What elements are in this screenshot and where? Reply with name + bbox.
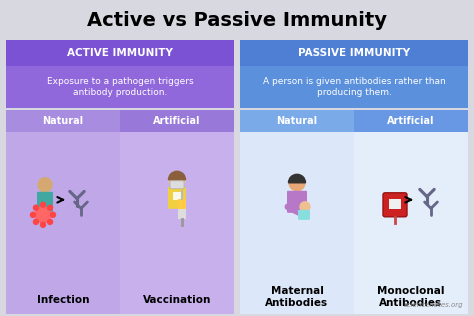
Bar (178, 199, 186, 219)
Text: Vaccination: Vaccination (143, 295, 211, 305)
Wedge shape (289, 174, 306, 183)
Bar (354, 132, 468, 314)
Text: Infection: Infection (37, 295, 89, 305)
Text: Artificial: Artificial (387, 116, 435, 126)
Circle shape (35, 207, 51, 223)
Circle shape (169, 172, 185, 188)
Circle shape (34, 219, 38, 224)
Circle shape (289, 175, 305, 191)
Circle shape (30, 212, 36, 217)
Circle shape (34, 205, 38, 210)
Circle shape (38, 178, 52, 192)
Bar (240, 110, 354, 132)
Text: Maternal
Antibodies: Maternal Antibodies (265, 286, 328, 308)
Text: Exposure to a pathogen triggers
antibody production.: Exposure to a pathogen triggers antibody… (46, 76, 193, 97)
Bar (120, 132, 234, 314)
Text: A person is given antibodies rather than
producing them.: A person is given antibodies rather than… (263, 76, 446, 97)
Bar (120, 110, 234, 132)
Circle shape (300, 202, 310, 212)
Bar (178, 199, 186, 209)
Circle shape (47, 205, 53, 210)
Bar (173, 192, 181, 200)
Circle shape (40, 222, 46, 227)
Text: PASSIVE IMMUNITY: PASSIVE IMMUNITY (298, 48, 410, 58)
Wedge shape (168, 171, 185, 180)
Text: Artificial: Artificial (153, 116, 201, 126)
Bar (389, 199, 401, 209)
Bar (354, 110, 468, 132)
FancyBboxPatch shape (37, 192, 53, 212)
Text: ACTIVE IMMUNITY: ACTIVE IMMUNITY (67, 48, 173, 58)
Text: sciencenotes.org: sciencenotes.org (404, 302, 464, 308)
FancyBboxPatch shape (287, 191, 307, 213)
Bar (240, 132, 354, 314)
Text: Natural: Natural (276, 116, 318, 126)
Bar (6, 132, 120, 314)
Bar (6, 110, 120, 132)
Bar (240, 66, 468, 108)
FancyBboxPatch shape (383, 193, 407, 217)
FancyBboxPatch shape (170, 181, 184, 189)
Circle shape (51, 212, 55, 217)
Bar (6, 66, 234, 108)
Bar (6, 40, 234, 66)
Text: Monoclonal
Antibodies: Monoclonal Antibodies (377, 286, 445, 308)
Text: Active vs Passive Immunity: Active vs Passive Immunity (87, 11, 387, 31)
Circle shape (40, 202, 46, 207)
FancyBboxPatch shape (168, 187, 186, 209)
FancyBboxPatch shape (298, 210, 310, 220)
Bar (240, 40, 468, 66)
Circle shape (47, 219, 53, 224)
Text: Natural: Natural (43, 116, 83, 126)
